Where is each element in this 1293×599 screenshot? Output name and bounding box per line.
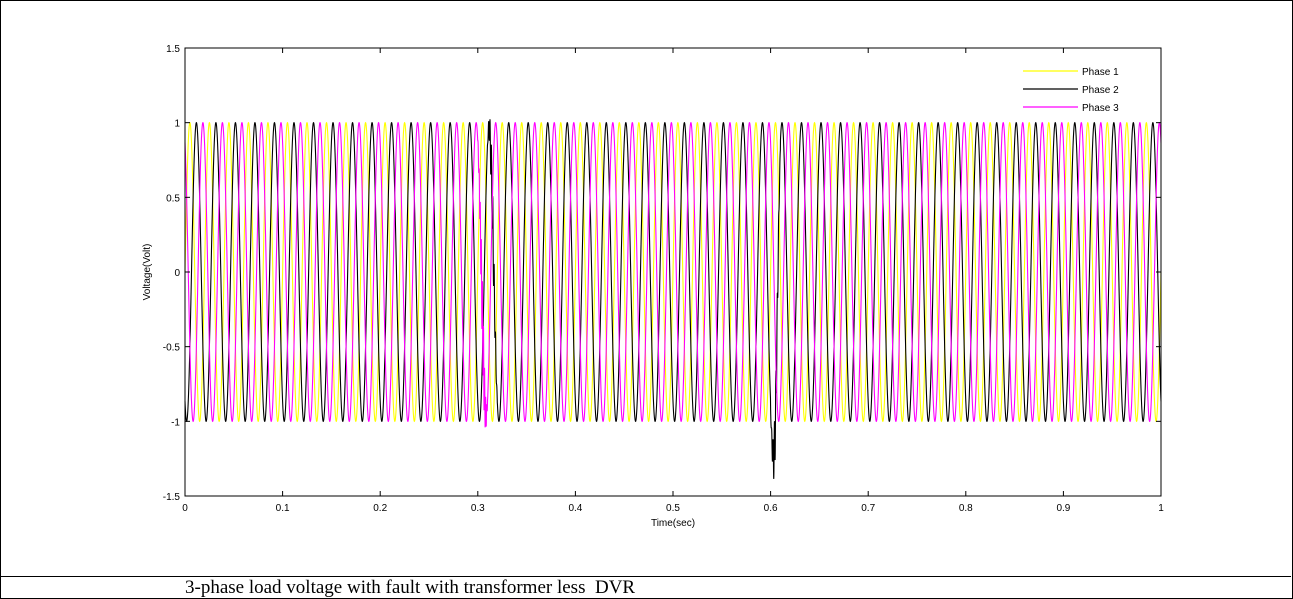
x-tick-label: 0.7 <box>861 503 875 514</box>
x-tick-label: 0.3 <box>471 503 485 514</box>
x-tick-label: 0.1 <box>276 503 290 514</box>
x-tick-label: 0.6 <box>764 503 778 514</box>
series-layer <box>184 119 1162 479</box>
y-axis-label: Voltage(Volt) <box>142 244 153 301</box>
series-line-phase-3 <box>184 122 1162 428</box>
series-line-phase-1 <box>184 121 1162 423</box>
legend-label-phase-2: Phase 2 <box>1082 85 1119 96</box>
y-tick-label: -1.5 <box>163 492 181 503</box>
axes-layer: 0 0.1 0.2 0.3 0.4 0.5 0.6 0.7 0.8 0.9 1 1.5 1 0.5 0 -0.… <box>163 44 1164 514</box>
x-tick-label: 1 <box>1158 503 1164 514</box>
y-tick-label: 0 <box>174 268 180 279</box>
x-tick-label: 0.2 <box>373 503 387 514</box>
y-tick-label: 1 <box>174 119 180 130</box>
x-tick-label: 0.5 <box>666 503 680 514</box>
y-tick-label: 1.5 <box>166 44 180 55</box>
legend-label-phase-1: Phase 1 <box>1082 67 1119 78</box>
series-line-phase-2 <box>184 119 1162 479</box>
y-tick-label: -1 <box>171 417 180 428</box>
caption-divider <box>0 576 1291 577</box>
x-tick-label: 0 <box>182 503 188 514</box>
legend-background <box>1020 60 1140 120</box>
x-tick-label: 0.8 <box>959 503 973 514</box>
x-tick-label: 0.9 <box>1056 503 1070 514</box>
y-tick-label: 0.5 <box>166 193 180 204</box>
legend: Phase 1 Phase 2 Phase 3 <box>1020 60 1140 120</box>
y-tick-label: -0.5 <box>163 343 181 354</box>
x-axis-label: Time(sec) <box>651 518 695 529</box>
figure-caption: 3-phase load voltage with fault with tra… <box>185 577 636 598</box>
x-tick-label: 0.4 <box>568 503 582 514</box>
line-chart: 0 0.1 0.2 0.3 0.4 0.5 0.6 0.7 0.8 0.9 1 1.5 1 0.5 0 -0.… <box>142 44 1164 529</box>
legend-label-phase-3: Phase 3 <box>1082 103 1119 114</box>
